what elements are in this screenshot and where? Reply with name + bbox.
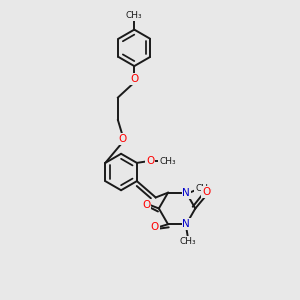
Text: CH₃: CH₃ <box>126 11 142 20</box>
Text: CH₃: CH₃ <box>159 157 176 166</box>
Text: O: O <box>142 200 150 210</box>
Text: O: O <box>151 222 159 233</box>
Text: N: N <box>182 219 190 229</box>
Text: CH₃: CH₃ <box>179 237 196 246</box>
Text: CH₃: CH₃ <box>195 184 212 194</box>
Text: O: O <box>146 156 154 166</box>
Text: O: O <box>202 187 211 197</box>
Text: O: O <box>118 134 127 144</box>
Text: O: O <box>130 74 138 84</box>
Text: N: N <box>182 188 190 198</box>
